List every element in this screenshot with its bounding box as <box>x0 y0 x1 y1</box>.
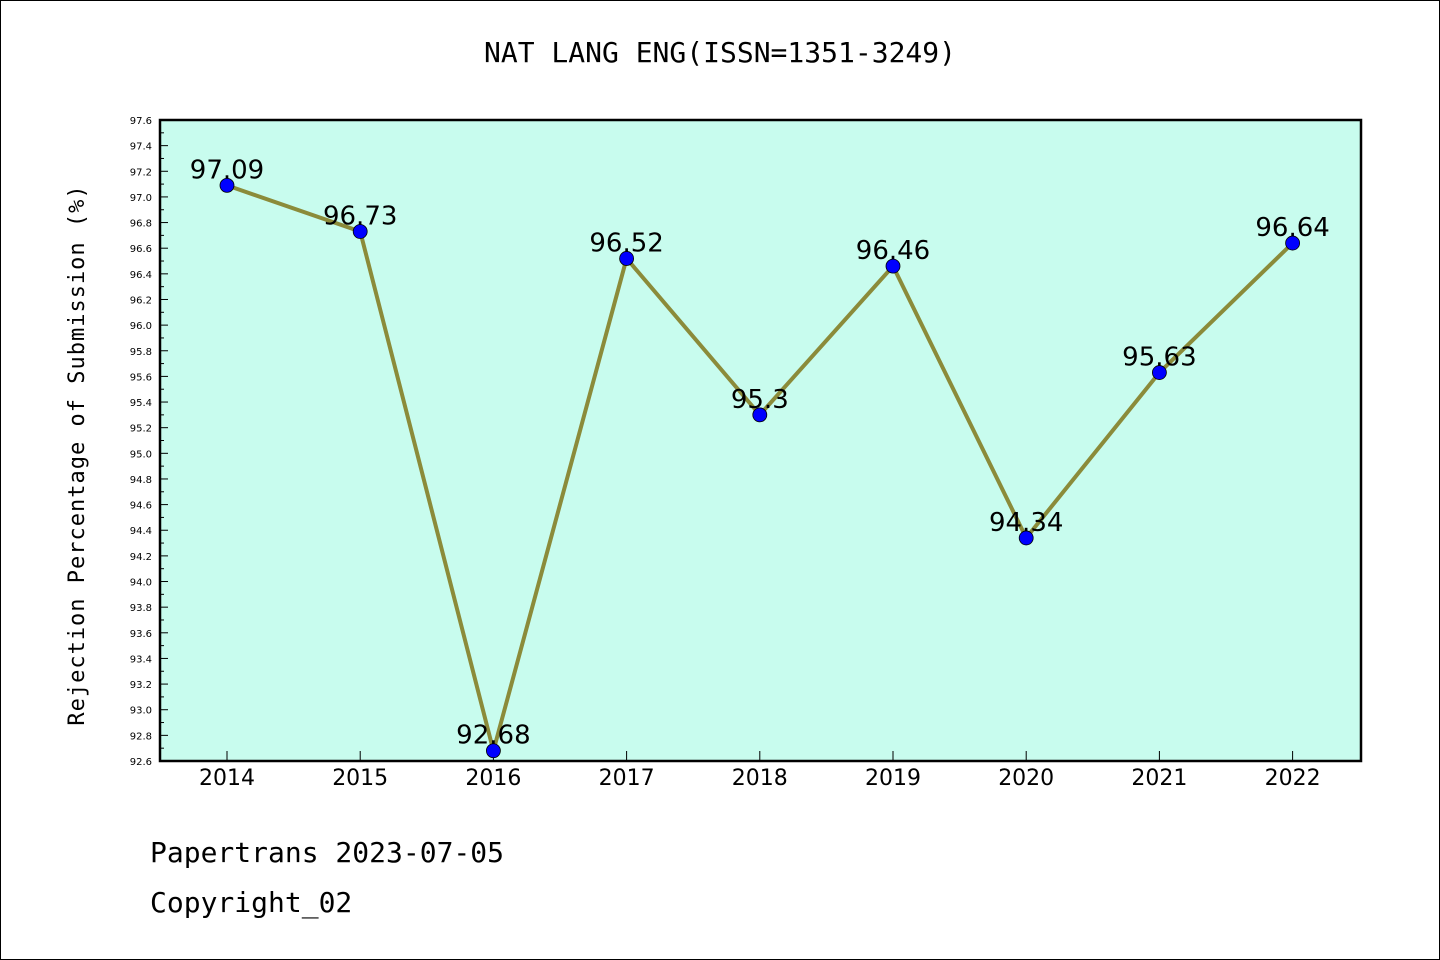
data-label: 96.64 <box>1255 213 1329 243</box>
x-tick-label: 2014 <box>199 766 255 791</box>
y-tick-label: 93.2 <box>130 680 152 691</box>
y-tick-label: 97.4 <box>130 142 152 153</box>
y-tick-label: 94.2 <box>130 552 152 563</box>
y-tick-label: 93.8 <box>130 603 152 614</box>
data-point <box>619 251 634 266</box>
x-tick-label: 2015 <box>332 766 388 791</box>
y-tick-label: 96.4 <box>130 270 152 281</box>
data-label: 97.09 <box>190 155 264 185</box>
y-tick-label: 96.8 <box>130 219 152 230</box>
series-group <box>219 177 1300 759</box>
plot-area <box>158 118 1363 763</box>
y-tick-label: 95.8 <box>130 347 152 358</box>
x-axis: 2014 2015 2016 2017 2018 2019 2020 2021 2022 <box>199 751 1321 791</box>
y-tick-label: 95.0 <box>130 449 152 460</box>
y-tick-label: 95.6 <box>130 372 152 383</box>
y-tick-label: 93.4 <box>130 654 152 665</box>
data-point <box>485 743 501 759</box>
y-tick-label: 94.6 <box>130 501 152 512</box>
chart-title: NAT LANG ENG(ISSN=1351-3249) <box>483 36 956 69</box>
y-tick-label: 96.0 <box>130 321 152 332</box>
x-tick-label: 2017 <box>599 766 655 791</box>
x-tick-label: 2021 <box>1131 766 1187 791</box>
x-tick-label: 2020 <box>998 766 1054 791</box>
y-tick-label: 93.0 <box>130 706 152 717</box>
y-tick-label: 95.4 <box>130 398 152 409</box>
y-tick-label: 94.4 <box>130 526 152 537</box>
data-point <box>219 177 235 193</box>
data-label: 96.73 <box>323 202 397 232</box>
y-tick-label: 93.6 <box>130 629 152 640</box>
data-label: 94.34 <box>989 508 1063 538</box>
y-tick-label: 97.2 <box>130 167 152 178</box>
data-label: 95.3 <box>731 385 789 415</box>
y-tick-label: 92.6 <box>130 757 152 768</box>
data-point <box>752 407 768 423</box>
x-tick-label: 2016 <box>465 766 521 791</box>
data-label: 92.68 <box>456 721 530 751</box>
y-tick-label: 95.2 <box>130 424 152 435</box>
y-axis-label: Rejection Percentage of Submission (%) <box>65 184 90 725</box>
data-label: 96.52 <box>589 228 663 258</box>
y-tick-label: 96.6 <box>130 244 152 255</box>
x-tick-label: 2018 <box>732 766 788 791</box>
data-point <box>352 224 368 239</box>
y-tick-label: 94.8 <box>130 475 152 486</box>
y-tick-label: 92.8 <box>130 731 152 742</box>
y-tick-label: 97.0 <box>130 193 152 204</box>
data-point <box>1285 235 1300 251</box>
footer-date: Papertrans 2023-07-05 <box>150 836 505 869</box>
data-label: 95.63 <box>1122 343 1196 373</box>
data-labels: 97.09 96.73 92.68 96.52 95.3 96.46 94.34 95.63 9… <box>190 155 1330 750</box>
y-tick-label: 97.6 <box>130 116 152 127</box>
y-tick-label: 96.2 <box>130 295 152 306</box>
y-axis: 92.6 92.8 93.0 93.2 93.4 93.6 93.8 94.0 94.2 94.4… <box>130 116 168 768</box>
data-point <box>885 258 901 274</box>
footer-copyright: Copyright_02 <box>150 886 353 919</box>
x-tick-label: 2019 <box>865 766 921 791</box>
y-tick-label: 94.0 <box>130 578 152 589</box>
data-label: 96.46 <box>856 236 930 266</box>
x-tick-label: 2022 <box>1265 766 1321 791</box>
data-point <box>1152 365 1167 380</box>
data-point <box>1018 530 1034 546</box>
